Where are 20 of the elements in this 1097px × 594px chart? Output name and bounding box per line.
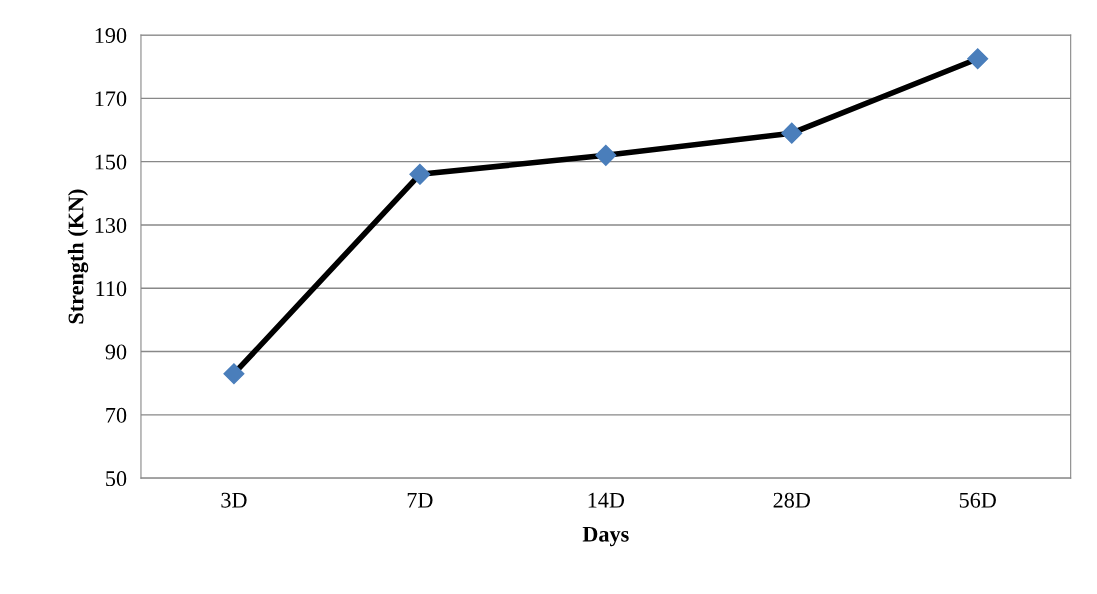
y-tick-label: 190 bbox=[95, 27, 127, 43]
y-tick-label: 110 bbox=[96, 281, 127, 297]
x-tick-label: 7D bbox=[407, 492, 433, 508]
point bbox=[223, 363, 245, 385]
y-tick-label: 90 bbox=[105, 344, 127, 360]
x-tick-label: 3D bbox=[221, 492, 247, 508]
x-tick-label: 14D bbox=[588, 492, 625, 508]
y-axis-title: Strength (KN) bbox=[67, 189, 89, 324]
point bbox=[967, 48, 989, 70]
x-tick-label: 56D bbox=[959, 492, 996, 508]
y-tick-label: 150 bbox=[95, 154, 127, 170]
x-tick-label: 28D bbox=[773, 492, 811, 508]
y-tick-label: 50 bbox=[106, 471, 127, 487]
y-tick-label: 130 bbox=[95, 217, 127, 233]
point bbox=[595, 144, 617, 166]
point bbox=[781, 122, 803, 144]
y-tick-label: 70 bbox=[106, 407, 127, 423]
x-axis-title: Days bbox=[582, 526, 629, 547]
y-tick-label: 170 bbox=[95, 91, 127, 107]
point bbox=[409, 163, 431, 185]
